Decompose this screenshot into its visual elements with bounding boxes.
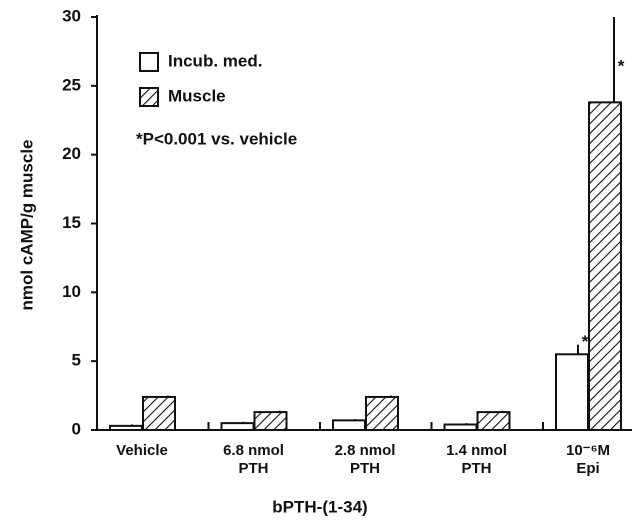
bar: [332, 419, 366, 432]
bar: [588, 101, 622, 431]
x-tick-label: 10⁻⁶M Epi: [565, 442, 610, 477]
bar: [476, 411, 511, 431]
x-tick-label: 2.8 nmol PTH: [334, 442, 396, 477]
significance-label: *: [618, 56, 625, 75]
y-tick-label: 15: [62, 213, 81, 232]
bar: [253, 411, 288, 431]
legend-swatch: [139, 87, 159, 107]
legend-swatch: [139, 52, 159, 72]
y-tick-label: 25: [62, 75, 81, 94]
annotation: *P<0.001 vs. vehicle: [136, 129, 297, 148]
bar: [142, 395, 176, 431]
bar: [109, 424, 143, 431]
legend-label: Muscle: [168, 86, 226, 105]
x-tick-label: 6.8 nmol PTH: [223, 442, 284, 477]
bar: [443, 423, 478, 432]
y-tick-label: 30: [62, 6, 81, 25]
bar: [365, 395, 399, 431]
x-tick-label: 1.4 nmol PTH: [446, 442, 507, 477]
legend-label: Incub. med.: [168, 51, 262, 70]
y-tick-label: 10: [62, 282, 81, 301]
x-tick-label: Vehicle: [116, 442, 168, 459]
bar: [555, 353, 589, 431]
bar: [220, 422, 255, 432]
y-tick-label: 20: [62, 144, 81, 163]
x-axis-label: bPTH-(1-34): [272, 497, 367, 516]
y-tick-label: 5: [72, 351, 81, 370]
significance-label: *: [582, 332, 589, 351]
y-tick-label: 0: [72, 419, 81, 438]
y-axis-label: nmol cAMP/g muscle: [17, 140, 36, 311]
